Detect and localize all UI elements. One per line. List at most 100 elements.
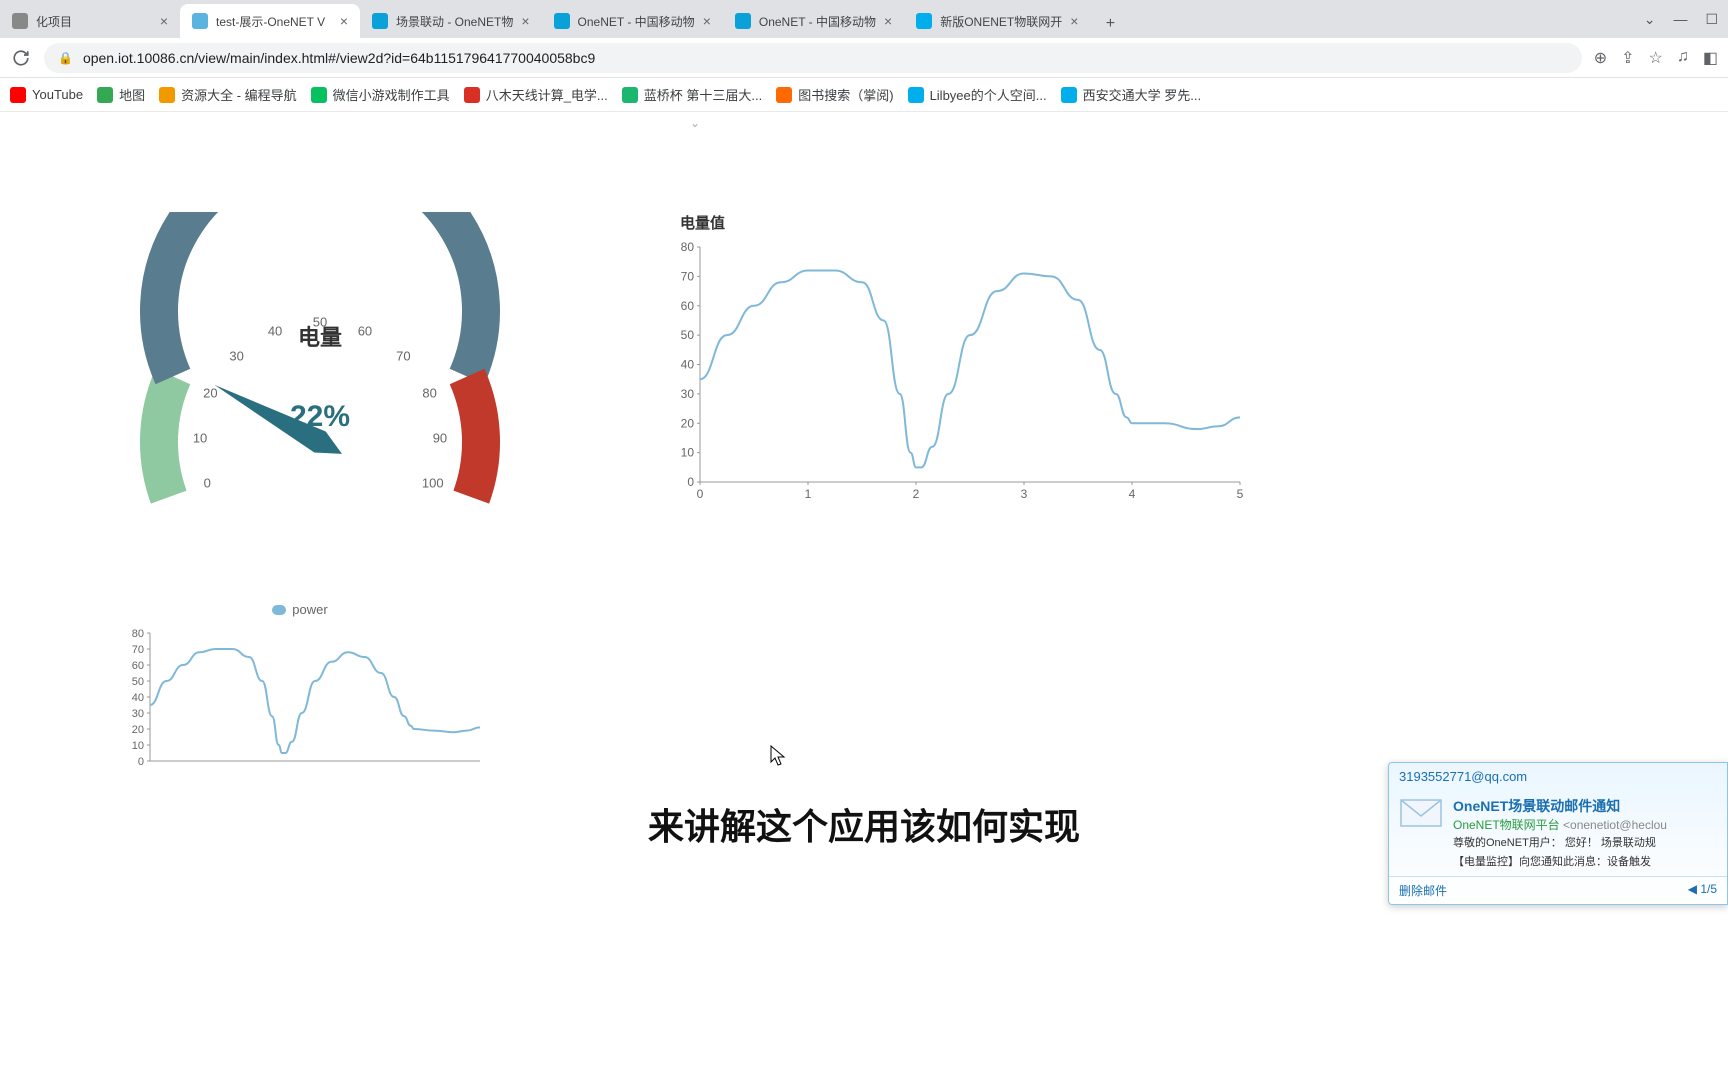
gauge-tick-label: 20 bbox=[203, 386, 217, 401]
gauge-widget: 电量 22% 0102030405060708090100 bbox=[120, 212, 520, 572]
share-icon[interactable]: ⇪ bbox=[1621, 48, 1634, 68]
bookmark-label: 蓝桥杯 第十三届大... bbox=[644, 85, 762, 104]
video-subtitle: 来讲解这个应用该如何实现 bbox=[648, 798, 1080, 850]
gauge-tick-label: 60 bbox=[358, 323, 372, 338]
svg-text:30: 30 bbox=[681, 387, 695, 401]
bookmark-item[interactable]: 西安交通大学 罗先... bbox=[1061, 85, 1201, 104]
bookmark-label: 地图 bbox=[119, 85, 145, 104]
svg-text:40: 40 bbox=[132, 692, 144, 704]
bookmark-favicon bbox=[1061, 87, 1077, 103]
bookmark-favicon bbox=[908, 87, 924, 103]
reload-button[interactable] bbox=[10, 47, 32, 69]
bookmark-item[interactable]: 图书搜索（掌阅) bbox=[776, 85, 893, 104]
star-icon[interactable]: ☆ bbox=[1649, 48, 1663, 68]
tab-close-icon[interactable]: × bbox=[160, 13, 168, 29]
bookmark-favicon bbox=[311, 87, 327, 103]
svg-text:70: 70 bbox=[681, 269, 695, 283]
svg-text:0: 0 bbox=[687, 475, 694, 489]
svg-text:70: 70 bbox=[132, 644, 144, 656]
sidepanel-icon[interactable]: ◧ bbox=[1703, 48, 1718, 68]
notif-content: OneNET场景联动邮件通知 OneNET物联网平台 <onenetiot@he… bbox=[1453, 796, 1667, 870]
tab-favicon bbox=[192, 13, 208, 29]
bookmark-favicon bbox=[10, 87, 26, 103]
bookmark-favicon bbox=[97, 87, 113, 103]
svg-text:30: 30 bbox=[132, 708, 144, 720]
new-tab-button[interactable]: + bbox=[1096, 10, 1124, 38]
bookmark-favicon bbox=[464, 87, 480, 103]
dashboard-canvas: ⌄ 电量 22% 0102030405060708090100 电量值 0102… bbox=[0, 112, 1728, 1080]
zoom-icon[interactable]: ⊕ bbox=[1594, 48, 1607, 68]
browser-tab[interactable]: OneNET - 中国移动物 × bbox=[723, 4, 904, 38]
svg-text:3: 3 bbox=[1021, 487, 1028, 501]
gauge-tick-label: 80 bbox=[422, 386, 436, 401]
bookmark-item[interactable]: 八木天线计算_电学... bbox=[464, 85, 608, 104]
tab-favicon bbox=[372, 13, 388, 29]
gauge-tick-label: 30 bbox=[229, 348, 243, 363]
tab-title: OneNET - 中国移动物 bbox=[759, 13, 876, 30]
email-notification[interactable]: 3193552771@qq.com OneNET场景联动邮件通知 OneNET物… bbox=[1388, 762, 1728, 905]
bookmark-item[interactable]: 微信小游戏制作工具 bbox=[311, 85, 450, 104]
maximize-icon[interactable]: ☐ bbox=[1705, 11, 1718, 28]
browser-tab[interactable]: 化项目 × bbox=[0, 4, 180, 38]
bookmark-label: 微信小游戏制作工具 bbox=[333, 85, 450, 104]
gauge-tick-label: 70 bbox=[396, 348, 410, 363]
tab-title: test-展示-OneNET V bbox=[216, 13, 332, 30]
bookmarks-bar: YouTube 地图资源大全 - 编程导航 微信小游戏制作工具 八木天线计算_电学..… bbox=[0, 78, 1728, 112]
bookmark-item[interactable]: 地图 bbox=[97, 85, 145, 104]
svg-text:2: 2 bbox=[913, 487, 920, 501]
svg-text:5: 5 bbox=[1237, 487, 1244, 501]
bookmark-item[interactable]: 资源大全 - 编程导航 bbox=[159, 85, 297, 104]
notif-sender-addr: <onenetiot@heclou bbox=[1563, 818, 1667, 832]
tab-close-icon[interactable]: × bbox=[884, 13, 892, 29]
browser-tabs: 化项目×test-展示-OneNET V×场景联动 - OneNET物×OneN… bbox=[0, 0, 1728, 38]
bookmark-item[interactable]: YouTube bbox=[10, 87, 83, 103]
bookmark-label: 图书搜索（掌阅) bbox=[798, 85, 893, 104]
svg-text:50: 50 bbox=[681, 328, 695, 342]
notif-delete-link[interactable]: 删除邮件 bbox=[1399, 882, 1447, 899]
bookmark-label: 八木天线计算_电学... bbox=[486, 85, 608, 104]
tab-favicon bbox=[12, 13, 28, 29]
gauge-tick-label: 90 bbox=[433, 430, 447, 445]
window-controls: ⌄ — ☐ bbox=[1644, 0, 1728, 38]
bookmark-label: 西安交通大学 罗先... bbox=[1083, 85, 1201, 104]
browser-tab[interactable]: OneNET - 中国移动物× bbox=[542, 4, 723, 38]
gauge-tick-label: 40 bbox=[268, 323, 282, 338]
svg-text:20: 20 bbox=[681, 416, 695, 430]
tab-close-icon[interactable]: × bbox=[1070, 13, 1078, 29]
tab-title: 化项目 bbox=[36, 13, 152, 30]
prev-icon[interactable]: ◀ bbox=[1688, 882, 1697, 896]
bookmark-favicon bbox=[159, 87, 175, 103]
notif-sender: OneNET物联网平台 bbox=[1453, 818, 1560, 832]
bookmark-item[interactable]: Lilbyee的个人空间... bbox=[908, 85, 1047, 104]
gauge-tick-label: 0 bbox=[204, 476, 211, 491]
svg-text:80: 80 bbox=[132, 628, 144, 640]
browser-tab[interactable]: 场景联动 - OneNET物 × bbox=[360, 4, 542, 38]
svg-text:40: 40 bbox=[681, 358, 695, 372]
svg-text:50: 50 bbox=[132, 676, 144, 688]
notif-title: OneNET场景联动邮件通知 bbox=[1453, 796, 1667, 816]
svg-text:0: 0 bbox=[138, 756, 144, 768]
tab-close-icon[interactable]: × bbox=[340, 13, 348, 29]
url-text: open.iot.10086.cn/view/main/index.html#/… bbox=[83, 50, 595, 66]
envelope-icon bbox=[1399, 796, 1443, 828]
svg-text:4: 4 bbox=[1129, 487, 1136, 501]
browser-tab[interactable]: 新版ONENET物联网开× bbox=[904, 4, 1090, 38]
chart-title: 电量值 bbox=[680, 212, 1250, 233]
minimize-icon[interactable]: — bbox=[1673, 11, 1687, 27]
tab-close-icon[interactable]: × bbox=[521, 13, 529, 29]
gauge-tick-label: 100 bbox=[422, 476, 444, 491]
svg-text:20: 20 bbox=[132, 724, 144, 736]
address-bar: 🔒 open.iot.10086.cn/view/main/index.html… bbox=[0, 38, 1728, 78]
chart-legend: power bbox=[110, 602, 490, 617]
tab-favicon bbox=[735, 13, 751, 29]
legend-marker bbox=[272, 605, 286, 615]
bookmark-item[interactable]: 蓝桥杯 第十三届大... bbox=[622, 85, 762, 104]
tab-title: 场景联动 - OneNET物 bbox=[396, 13, 513, 30]
svg-text:0: 0 bbox=[697, 487, 704, 501]
collapse-handle-icon[interactable]: ⌄ bbox=[690, 116, 700, 130]
tab-close-icon[interactable]: × bbox=[703, 13, 711, 29]
dropdown-icon[interactable]: ⌄ bbox=[1644, 11, 1656, 28]
browser-tab[interactable]: test-展示-OneNET V × bbox=[180, 4, 360, 38]
url-input[interactable]: 🔒 open.iot.10086.cn/view/main/index.html… bbox=[44, 43, 1582, 73]
playlist-icon[interactable]: ♫ bbox=[1677, 48, 1689, 68]
